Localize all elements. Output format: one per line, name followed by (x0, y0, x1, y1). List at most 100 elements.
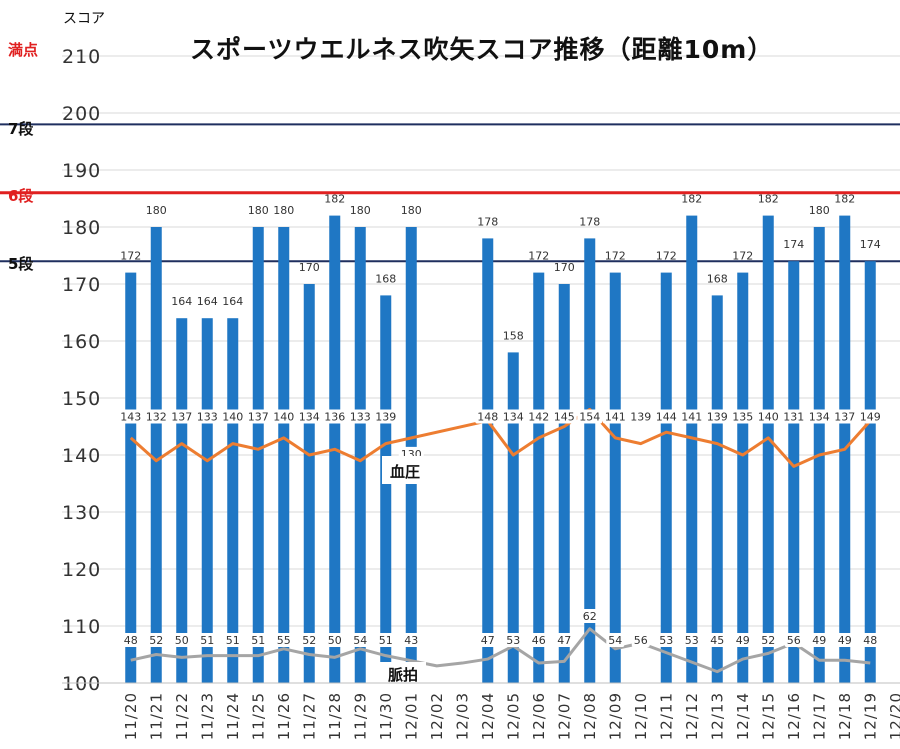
x-axis: 11/20 11/21 11/22 11/23 11/24 11/25 11/26 11/27… (62, 682, 900, 740)
y-axis: 100 110 120 130 140 150 160 170 180 190 200 210 (62, 46, 101, 695)
score-bar (686, 215, 698, 683)
pulse-label-bg (249, 633, 268, 647)
pulse-value-label: 48 (863, 634, 877, 647)
x-tick-label: 11/24 (224, 692, 242, 740)
pulse-line (130, 627, 871, 674)
bp-label-bg (704, 409, 730, 424)
x-tick-label: 11/20 (122, 692, 140, 740)
bar-value-label: 158 (503, 329, 524, 342)
x-tick-label: 11/25 (249, 692, 267, 740)
pulse-value-label: 54 (353, 634, 367, 647)
score-bar (507, 352, 519, 683)
bp-series-label: 血圧 (390, 463, 420, 481)
bp-value-label: 132 (146, 411, 167, 424)
bar-value-label: 180 (401, 204, 422, 217)
pulse-label-bg (784, 633, 803, 647)
x-tick-label: 11/30 (377, 692, 395, 740)
pulse-value-label: 51 (226, 634, 240, 647)
score-bar (150, 227, 162, 683)
bar-value-label: 170 (299, 261, 320, 274)
score-bar (609, 272, 621, 683)
reference-lines (0, 123, 900, 263)
pulse-value-label: 49 (736, 634, 750, 647)
x-tick-label: 12/19 (861, 692, 879, 740)
x-tick-label: 11/27 (300, 692, 318, 740)
bp-value-label: 144 (656, 411, 677, 424)
bp-value-label: 140 (758, 411, 779, 424)
pulse-label-bg (504, 633, 523, 647)
pulse-value-label: 47 (557, 634, 571, 647)
bar-value-label: 182 (324, 193, 345, 206)
y-tick-label: 160 (62, 331, 101, 353)
y-tick-label: 130 (62, 502, 101, 524)
x-tick-label: 12/01 (402, 692, 420, 740)
score-bar (227, 318, 239, 683)
bp-value-label: 134 (299, 411, 320, 424)
pulse-value-label: 54 (608, 634, 622, 647)
x-tick-label: 11/26 (275, 692, 293, 740)
bp-label-bg (755, 409, 781, 424)
bp-label-bg (322, 409, 348, 424)
y-tick-label: 210 (62, 46, 101, 68)
ref-label-5dan: 5段 (8, 255, 34, 273)
x-tick-label: 11/23 (198, 692, 216, 740)
x-tick-label: 12/04 (479, 692, 497, 740)
y-tick-label: 150 (62, 388, 101, 410)
line-series (129, 407, 872, 674)
pulse-label-bg (861, 633, 880, 647)
x-tick-label: 12/09 (606, 692, 624, 740)
pulse-value-label: 53 (685, 634, 699, 647)
pulse-value-label: 46 (532, 634, 546, 647)
bar-value-label: 180 (350, 204, 371, 217)
y-tick-label: 190 (62, 160, 101, 182)
bp-name-bg (382, 456, 428, 484)
y-tick-label: 180 (62, 217, 101, 239)
bar-value-label: 182 (834, 193, 855, 206)
x-tick-label: 12/05 (504, 692, 522, 740)
bp-value-label: 134 (503, 411, 524, 424)
bp-label-bg (602, 409, 628, 424)
score-bar (252, 227, 264, 683)
x-tick-label: 12/06 (530, 692, 548, 740)
bar-value-labels: 172 180 164 164 164 180 180 170 182 180 168 180 178 1… (120, 193, 881, 343)
bar-value-label: 172 (605, 250, 626, 263)
bp-label-bg (781, 409, 807, 424)
pulse-label-bg (529, 633, 548, 647)
x-tick-label: 12/12 (683, 692, 701, 740)
pulse-label-bg (478, 633, 497, 647)
score-bar (482, 238, 494, 683)
pulse-value-label: 51 (200, 634, 214, 647)
bar-value-label: 174 (860, 238, 881, 251)
score-bar (201, 318, 213, 683)
bp-value-label: 148 (477, 411, 498, 424)
x-tick-label: 11/21 (147, 692, 165, 740)
pulse-value-label: 51 (251, 634, 265, 647)
y-tick-label: 110 (62, 616, 101, 638)
x-tick-label: 12/18 (836, 692, 854, 740)
bp-value-label: 134 (809, 411, 830, 424)
score-bar (354, 227, 366, 683)
score-bar (864, 261, 876, 683)
pulse-value-label: 47 (481, 634, 495, 647)
bp-label-bg (526, 409, 552, 424)
bp-label-bg (475, 409, 501, 424)
bp-value-label: 140 (273, 411, 294, 424)
score-bar (584, 238, 596, 683)
bp-value-label: 133 (350, 411, 371, 424)
bp-label-bg (551, 409, 577, 424)
bp-label-bg (653, 409, 679, 424)
bp-label-bg (628, 409, 654, 424)
bp-value-label: 131 (783, 411, 804, 424)
bar-value-label: 164 (171, 295, 192, 308)
score-bar (660, 272, 672, 683)
pulse-value-label: 48 (124, 634, 138, 647)
x-tick-label: 11/22 (173, 692, 191, 740)
bar-value-label: 180 (273, 204, 294, 217)
bar-value-label: 168 (707, 272, 728, 285)
pulse-label-bg (121, 633, 140, 647)
bp-label-bg (806, 409, 832, 424)
bar-value-label: 178 (477, 215, 498, 228)
bp-label-bg (194, 409, 220, 424)
bp-label-bg (730, 409, 756, 424)
pulse-value-label: 52 (302, 634, 316, 647)
